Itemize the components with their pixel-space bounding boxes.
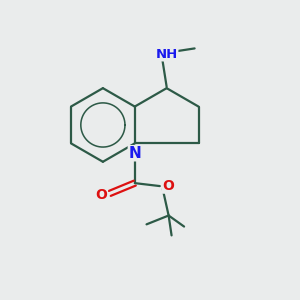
- Text: O: O: [96, 188, 107, 202]
- Text: O: O: [162, 179, 174, 193]
- Text: N: N: [128, 146, 141, 161]
- Text: NH: NH: [155, 48, 178, 61]
- Text: N: N: [128, 146, 141, 161]
